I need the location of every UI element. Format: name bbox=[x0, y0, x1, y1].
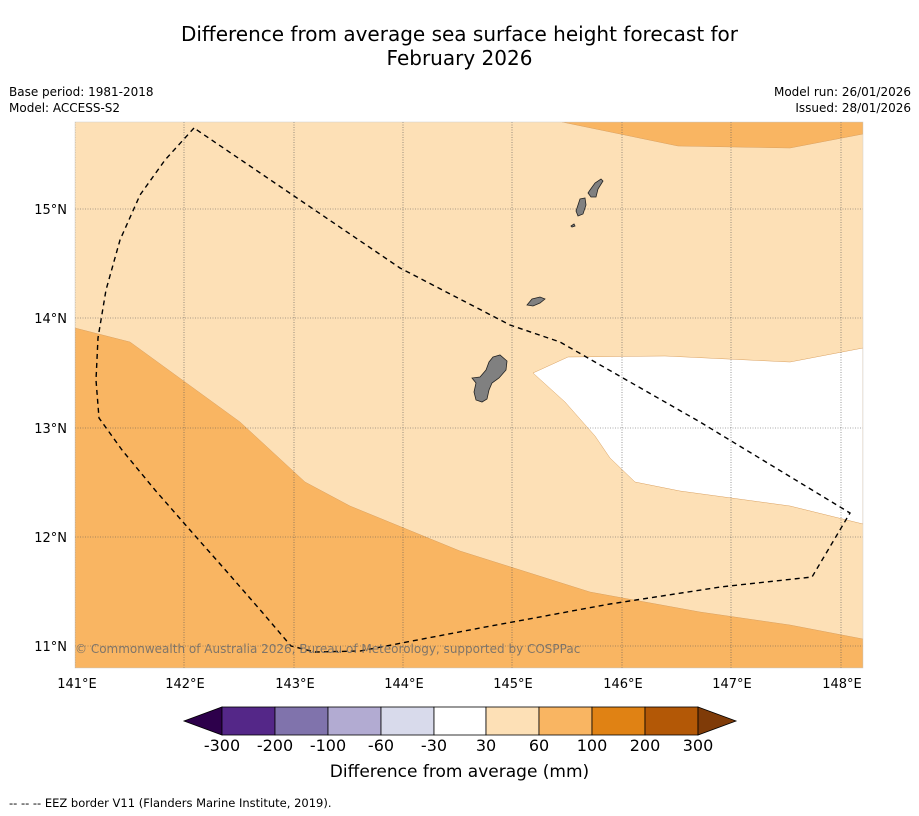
colorbar-title: Difference from average (mm) bbox=[329, 762, 590, 782]
issued-label: Issued: 28/01/2026 bbox=[795, 101, 911, 115]
lon-label: 143°E bbox=[275, 677, 315, 692]
tinian-island bbox=[575, 197, 587, 217]
colorbar-tick-label: 60 bbox=[528, 736, 550, 755]
colorbar-tick-label: -200 bbox=[256, 736, 294, 755]
aguijan-islet bbox=[570, 223, 576, 228]
lon-label: 145°E bbox=[493, 677, 533, 692]
base-period-label: Base period: 1981-2018 bbox=[9, 85, 154, 99]
model-run-label: Model run: 26/01/2026 bbox=[773, 85, 911, 99]
anomaly-fill-60-100-south bbox=[75, 327, 863, 668]
lon-tick-labels: 141°E 142°E 143°E 144°E 145°E 146°E 147°… bbox=[57, 677, 862, 692]
colorbar-tick-label: 30 bbox=[475, 736, 497, 755]
saipan-island bbox=[587, 178, 604, 198]
colorbar-segment bbox=[433, 706, 487, 736]
land-masses bbox=[471, 178, 604, 403]
chart-title: Difference from average sea surface heig… bbox=[0, 22, 919, 70]
lat-label: 11°N bbox=[34, 640, 67, 655]
meta-left: Base period: 1981-2018 Model: ACCESS-S2 bbox=[9, 84, 154, 116]
colorbar-tick-label: 100 bbox=[576, 736, 608, 755]
lat-label: 15°N bbox=[34, 203, 67, 218]
lon-label: 142°E bbox=[165, 677, 205, 692]
colorbar-tick-label: 200 bbox=[629, 736, 661, 755]
colorbar-tick-label: -60 bbox=[367, 736, 395, 755]
guam-island bbox=[471, 354, 508, 403]
colorbar-segment bbox=[485, 706, 540, 736]
model-label: Model: ACCESS-S2 bbox=[9, 101, 121, 115]
lon-label: 144°E bbox=[384, 677, 424, 692]
colorbar-segment bbox=[274, 706, 329, 736]
anomaly-fill-60-100-north bbox=[561, 122, 863, 149]
copyright-notice: © Commonwealth of Australia 2026, Bureau… bbox=[75, 642, 581, 656]
title-line-1: Difference from average sea surface heig… bbox=[180, 22, 739, 46]
lat-label: 12°N bbox=[34, 531, 67, 546]
lat-label: 14°N bbox=[34, 312, 67, 327]
lon-label: 141°E bbox=[57, 677, 97, 692]
map-frame bbox=[74, 121, 864, 669]
title-line-2: February 2026 bbox=[386, 46, 533, 70]
meta-right: Model run: 26/01/2026 Issued: 28/01/2026 bbox=[774, 84, 911, 116]
colorbar-tick-label: -100 bbox=[309, 736, 347, 755]
anomaly-fill-neutral bbox=[532, 347, 863, 525]
colorbar bbox=[182, 706, 738, 736]
colorbar-tick-label: -300 bbox=[203, 736, 241, 755]
colorbar-extend-high bbox=[697, 706, 738, 736]
colorbar-segment bbox=[380, 706, 435, 736]
colorbar-segment bbox=[327, 706, 382, 736]
colorbar-tick-label: -30 bbox=[420, 736, 448, 755]
lon-label: 148°E bbox=[822, 677, 862, 692]
lat-label: 13°N bbox=[34, 422, 67, 437]
colorbar-segment bbox=[591, 706, 646, 736]
lon-label: 146°E bbox=[603, 677, 643, 692]
rota-island bbox=[526, 296, 546, 307]
map-plot-area bbox=[75, 122, 863, 668]
colorbar-segment bbox=[538, 706, 593, 736]
lat-tick-labels: 15°N 14°N 13°N 12°N 11°N bbox=[34, 203, 67, 655]
colorbar-tick-label: 300 bbox=[682, 736, 714, 755]
eez-footnote: -- -- -- EEZ border V11 (Flanders Marine… bbox=[9, 796, 332, 810]
colorbar-segment bbox=[644, 706, 699, 736]
gridlines bbox=[75, 122, 863, 668]
lon-label: 147°E bbox=[712, 677, 752, 692]
colorbar-extend-low bbox=[182, 706, 223, 736]
eez-border bbox=[95, 127, 851, 653]
colorbar-segment bbox=[221, 706, 276, 736]
